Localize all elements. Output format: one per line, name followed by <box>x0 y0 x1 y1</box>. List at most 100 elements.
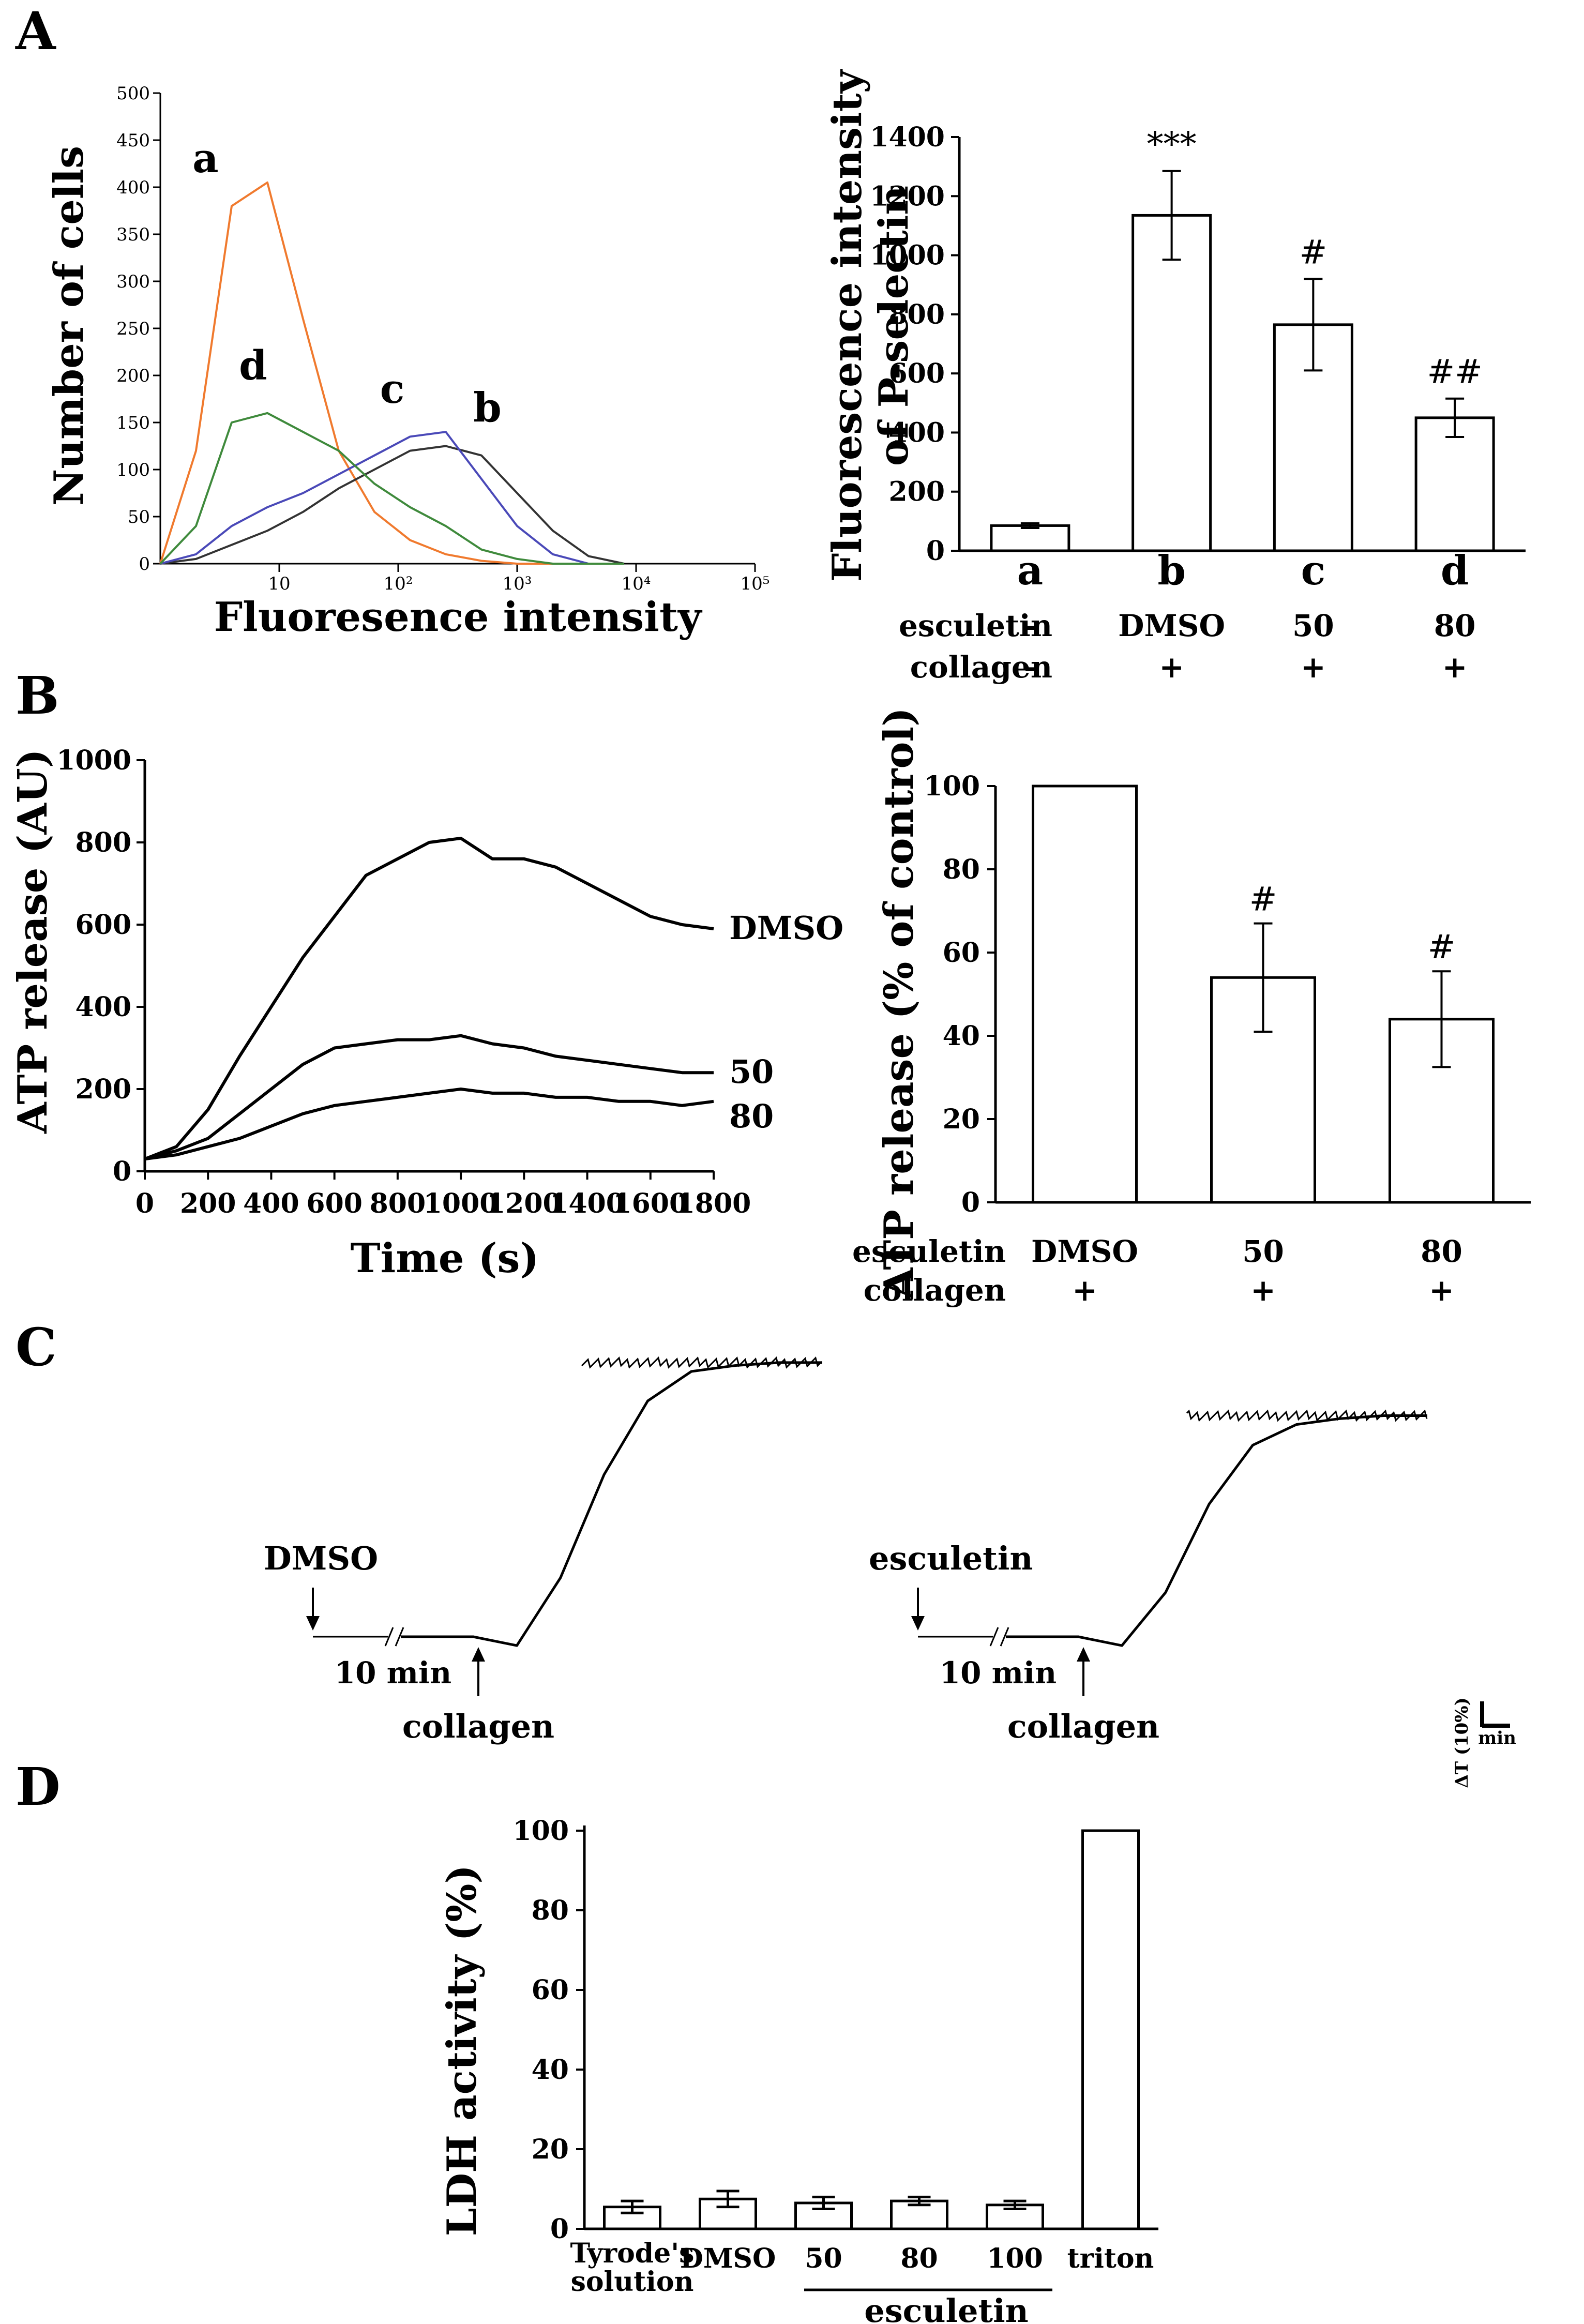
a-bar-y-tick-label: 1400 <box>870 122 945 153</box>
histogram-label-d: d <box>239 342 267 389</box>
atp-release-bar-chart: ATP release (% of control) esculetin col… <box>852 707 1531 1308</box>
b-bar-y-tick-label: 20 <box>943 1104 980 1135</box>
ldh-ylabel: LDH activity (%) <box>439 1865 486 2236</box>
b-line-series-80 <box>144 1088 714 1161</box>
scale-y-label: ΔT (10%) <box>1452 1697 1472 1788</box>
a-bar-d <box>1414 416 1495 552</box>
b-row-label-esculetin: esculetin <box>852 1234 1006 1269</box>
a-bar-collagen-value: + <box>1159 650 1184 685</box>
histogram-y-tick-label: 450 <box>116 130 150 151</box>
p-selectin-ylabel-line1: Fluorescence intensity <box>824 68 871 582</box>
d-bar <box>1081 1829 1140 2230</box>
collagen-label: collagen <box>1007 1708 1159 1745</box>
histogram-xlabel: Fluoresence intensity <box>214 594 703 641</box>
atp-line-ylabel: ATP release (AU) <box>9 749 56 1134</box>
row-label-collagen: collagen <box>910 650 1052 685</box>
b-line-x-tick-label: 1200 <box>487 1188 562 1219</box>
b-line-series-label: 50 <box>729 1053 774 1091</box>
a-bar-significance: ## <box>1427 353 1483 391</box>
d-bar-y-tick-label: 100 <box>512 1815 569 1847</box>
trace-noise <box>1186 1409 1428 1422</box>
d-bar-category-label: 50 <box>805 2243 842 2274</box>
b-line-x-tick-label: 0 <box>135 1188 154 1219</box>
a-bar-y-tick-label: 1200 <box>870 180 945 212</box>
histogram-curve-b <box>160 445 625 565</box>
a-bar-y-tick-label: 0 <box>926 535 945 567</box>
b-line-x-tick-label: 400 <box>243 1188 299 1219</box>
b-bar-y-tick-label: 60 <box>943 937 980 969</box>
atp-line-xlabel: Time (s) <box>351 1235 539 1282</box>
d-bar-category-label: solution <box>571 2266 694 2298</box>
histogram-y-tick-label: 350 <box>116 224 150 245</box>
histogram-x-tick-label: 10⁵ <box>741 574 770 594</box>
atp-bar-ylabel: ATP release (% of control) <box>876 707 923 1300</box>
histogram-x-tick-label: 10³ <box>503 574 532 594</box>
histogram-y-tick-label: 200 <box>116 366 150 386</box>
b-line-series-label: 80 <box>729 1097 774 1135</box>
a-bar-collagen-value: - <box>1024 650 1036 685</box>
b-bar-category-label: 80 <box>1421 1234 1462 1269</box>
a-bar-y-tick-label: 600 <box>888 358 945 389</box>
b-line-x-tick-label: 1800 <box>676 1188 751 1219</box>
d-bar-y-tick-label: 80 <box>532 1895 569 1926</box>
ldh-bar-chart: LDH activity (%) 0 20 40 60 80 100 Tyrode'ssol… <box>439 1815 1158 2324</box>
histogram-y-tick-label: 100 <box>116 460 150 480</box>
panel-letter-c: C <box>16 1317 57 1378</box>
d-bar-y-tick-label: 60 <box>532 1974 569 2006</box>
row-label-esculetin: esculetin <box>899 608 1052 643</box>
a-bar-y-tick-label: 200 <box>888 476 945 508</box>
histogram-y-tick-label: 250 <box>116 319 150 339</box>
b-line-x-tick-label: 1400 <box>550 1188 625 1219</box>
b-line-y-tick-label: 200 <box>75 1074 131 1105</box>
b-line-x-tick-label: 200 <box>180 1188 236 1219</box>
histogram-label-b: b <box>473 384 502 431</box>
trace-break-mark <box>989 1627 1009 1647</box>
b-line-x-tick-label: 1000 <box>424 1188 499 1219</box>
agent-arrowhead <box>306 1616 320 1631</box>
a-bar-esculetin-value: 50 <box>1292 608 1334 643</box>
histogram-x-tick-label: 10⁴ <box>622 574 651 594</box>
histogram-label-a: a <box>192 135 219 182</box>
histogram-y-tick-label: 500 <box>116 83 150 104</box>
b-row-label-collagen: collagen <box>864 1273 1006 1308</box>
b-line-y-tick-label: 600 <box>75 909 131 941</box>
panel-letter-b: B <box>16 665 59 726</box>
b-bar-y-tick-label: 80 <box>943 854 980 885</box>
b-bar-collagen-value: + <box>1072 1273 1097 1308</box>
b-bar-significance: # <box>1249 881 1277 919</box>
incubation-time-label: 10 min <box>335 1655 451 1691</box>
a-bar-category-label: b <box>1157 547 1186 594</box>
aggregation-traces: DMSO 10 min collagen esculetin 10 min collage… <box>264 1356 1428 1745</box>
b-bar-y-tick-label: 40 <box>943 1020 980 1052</box>
histogram-y-tick-label: 300 <box>116 271 150 292</box>
b-bar-y-tick-label: 100 <box>924 771 980 802</box>
collagen-label: collagen <box>402 1708 554 1745</box>
b-bar-collagen-value: + <box>1250 1273 1276 1308</box>
b-line-y-tick-label: 1000 <box>56 745 131 776</box>
esculetin-group-label: esculetin <box>864 2292 1028 2324</box>
collagen-arrowhead <box>472 1647 485 1662</box>
b-line-x-tick-label: 800 <box>370 1188 426 1219</box>
histogram-y-tick-label: 0 <box>139 554 150 575</box>
a-bar-esculetin-value: DMSO <box>1118 608 1225 643</box>
panel-letter-a: A <box>15 1 56 62</box>
histogram-y-tick-label: 150 <box>116 413 150 433</box>
d-bar-category-label: 80 <box>900 2243 938 2274</box>
trace-break-mark <box>384 1627 404 1647</box>
histogram-y-tick-label: 400 <box>116 177 150 198</box>
histogram-curve-c <box>160 431 624 565</box>
histogram-y-tick-label: 50 <box>128 507 150 527</box>
b-line-series-label: DMSO <box>729 909 843 947</box>
a-bar-category-label: d <box>1441 547 1469 594</box>
a-bar-category-label: a <box>1017 547 1044 594</box>
d-bar-category-label: DMSO <box>680 2243 776 2274</box>
d-bar-category-label: 100 <box>987 2243 1043 2274</box>
d-bar-category-label: Tyrode's <box>570 2238 695 2269</box>
histogram-curve-d <box>159 412 624 565</box>
agent-label: DMSO <box>264 1540 378 1577</box>
scale-bar: ΔT (10%) min <box>1452 1697 1516 1788</box>
b-line-x-tick-label: 600 <box>306 1188 363 1219</box>
a-bar-collagen-value: + <box>1301 650 1326 685</box>
agent-label: esculetin <box>869 1540 1033 1577</box>
